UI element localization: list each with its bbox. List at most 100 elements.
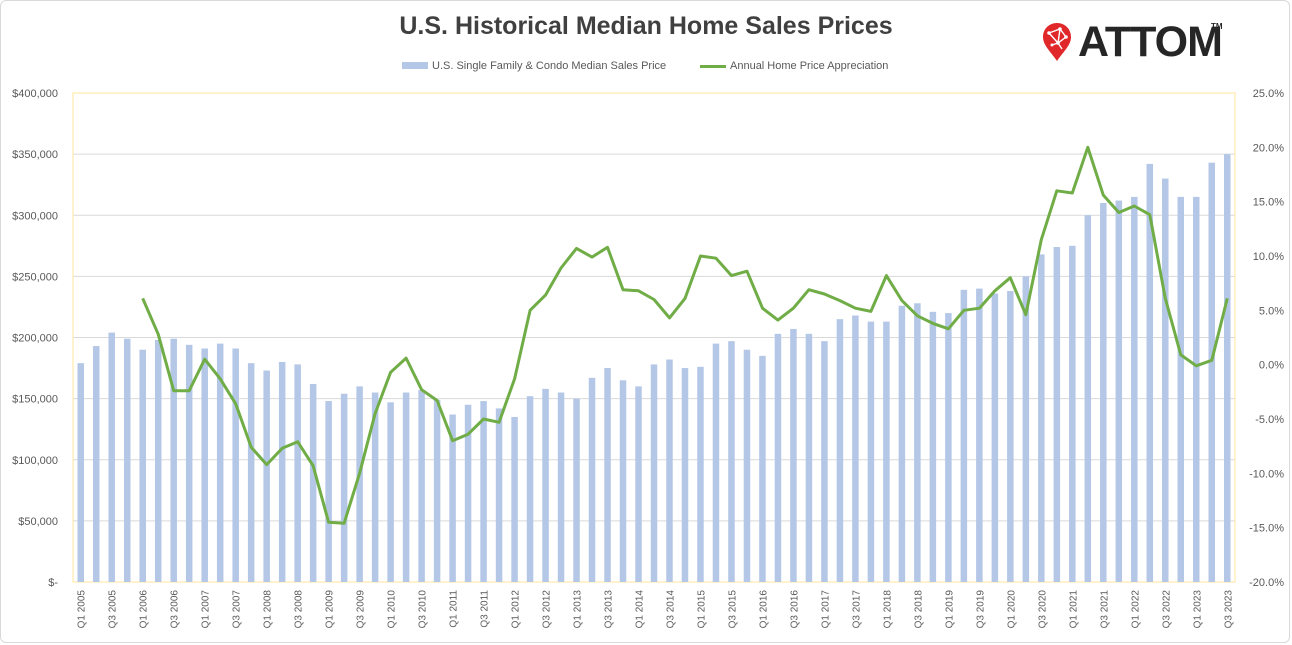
x-tick-label: Q1 2011 bbox=[449, 590, 460, 628]
bar bbox=[1022, 276, 1030, 582]
bar bbox=[418, 390, 425, 582]
y-axis-right: -20.0% -15.0% -10.0% -5.0% 0.0% 5.0% 10.0% 15.0… bbox=[1249, 88, 1284, 589]
bar bbox=[1162, 178, 1169, 582]
bar bbox=[309, 383, 317, 582]
bar bbox=[1084, 215, 1092, 582]
bar bbox=[325, 401, 332, 582]
y-right-tick-label: 10.0% bbox=[1253, 251, 1284, 263]
bar bbox=[666, 359, 673, 582]
bar bbox=[991, 293, 999, 582]
x-tick-label: Q3 2021 bbox=[1099, 590, 1110, 629]
x-tick-label: Q3 2008 bbox=[294, 590, 305, 629]
bar bbox=[263, 370, 270, 582]
y-right-tick-label: 0.0% bbox=[1259, 360, 1284, 372]
bar bbox=[123, 338, 131, 582]
bar bbox=[387, 402, 394, 582]
x-tick-label: Q3 2015 bbox=[727, 590, 738, 629]
x-tick-label: Q3 2009 bbox=[356, 590, 367, 629]
bar bbox=[604, 368, 611, 582]
bar bbox=[402, 392, 410, 582]
x-tick-label: Q1 2008 bbox=[263, 590, 274, 629]
bar bbox=[433, 399, 441, 582]
bar bbox=[139, 349, 146, 582]
bar bbox=[697, 366, 704, 582]
y-left-tick-label: $- bbox=[48, 577, 58, 589]
x-tick-label: Q3 2014 bbox=[665, 590, 676, 629]
bar bbox=[185, 344, 193, 582]
bar bbox=[1177, 196, 1185, 582]
x-tick-label: Q1 2017 bbox=[820, 590, 831, 629]
x-tick-label: Q3 2023 bbox=[1223, 590, 1234, 629]
bar bbox=[1069, 245, 1076, 582]
bar bbox=[92, 346, 100, 582]
bar bbox=[340, 393, 348, 582]
bar bbox=[929, 311, 937, 582]
bar bbox=[1038, 254, 1045, 582]
bar-series bbox=[77, 154, 1231, 582]
x-axis: Q1 2005 Q3 2005 Q1 2006 Q3 2006 Q1 2007 Q3 20… bbox=[77, 590, 1235, 629]
y-left-tick-label: $50,000 bbox=[18, 516, 58, 528]
bar bbox=[867, 321, 875, 582]
attom-logo: ATTOM TM bbox=[1040, 18, 1230, 66]
bar bbox=[1053, 247, 1061, 582]
bar bbox=[976, 288, 983, 582]
x-tick-label: Q3 2016 bbox=[789, 590, 800, 629]
bar bbox=[914, 303, 921, 582]
y-left-tick-label: $200,000 bbox=[12, 333, 58, 345]
bar bbox=[278, 361, 286, 582]
x-tick-label: Q3 2020 bbox=[1037, 590, 1048, 629]
y-axis-left: $- $50,000 $100,000 $150,000 $200,000 $250,00… bbox=[12, 88, 58, 589]
x-tick-label: Q1 2018 bbox=[882, 590, 893, 629]
legend-bar-swatch bbox=[402, 62, 428, 69]
x-tick-label: Q3 2010 bbox=[418, 590, 429, 629]
bar bbox=[883, 321, 890, 582]
bar bbox=[1007, 291, 1014, 582]
bar bbox=[495, 408, 503, 582]
x-tick-label: Q1 2022 bbox=[1130, 590, 1141, 629]
bar bbox=[557, 392, 565, 582]
y-right-tick-label: -10.0% bbox=[1249, 468, 1284, 480]
x-tick-label: Q1 2023 bbox=[1192, 590, 1203, 629]
attom-logo-icon bbox=[1043, 23, 1071, 61]
y-right-tick-label: -15.0% bbox=[1249, 523, 1284, 535]
bar bbox=[728, 341, 735, 582]
x-tick-label: Q3 2012 bbox=[542, 590, 553, 629]
x-tick-label: Q3 2019 bbox=[975, 590, 986, 629]
bar bbox=[1146, 163, 1154, 582]
bar bbox=[356, 386, 363, 582]
y-left-tick-label: $400,000 bbox=[12, 88, 58, 100]
y-left-tick-label: $150,000 bbox=[12, 394, 58, 406]
x-tick-label: Q1 2007 bbox=[201, 590, 212, 629]
bar bbox=[852, 315, 859, 582]
bar bbox=[821, 341, 828, 582]
bar bbox=[774, 333, 782, 582]
bar bbox=[294, 364, 301, 582]
y-left-tick-label: $250,000 bbox=[12, 271, 58, 283]
y-right-tick-label: 25.0% bbox=[1253, 88, 1284, 100]
bar bbox=[464, 404, 472, 582]
bar bbox=[898, 305, 906, 582]
x-tick-label: Q3 2007 bbox=[232, 590, 243, 629]
x-tick-label: Q3 2017 bbox=[851, 590, 862, 629]
x-tick-label: Q1 2012 bbox=[511, 590, 522, 629]
x-tick-label: Q1 2019 bbox=[944, 590, 955, 629]
x-tick-label: Q1 2010 bbox=[387, 590, 398, 629]
bar bbox=[154, 339, 162, 582]
x-tick-label: Q3 2013 bbox=[604, 590, 615, 629]
bar bbox=[232, 348, 239, 582]
bar bbox=[1115, 200, 1123, 582]
bar bbox=[526, 396, 534, 582]
bar bbox=[681, 368, 689, 582]
y-left-tick-label: $100,000 bbox=[12, 455, 58, 467]
x-tick-label: Q1 2009 bbox=[325, 590, 336, 629]
x-tick-label: Q3 2022 bbox=[1161, 590, 1172, 629]
bar bbox=[635, 386, 642, 582]
x-tick-label: Q3 2011 bbox=[480, 590, 491, 628]
chart-title: U.S. Historical Median Home Sales Prices bbox=[399, 12, 893, 40]
bar bbox=[743, 349, 751, 582]
legend-bar-label: U.S. Single Family & Condo Median Sales … bbox=[432, 60, 667, 72]
x-tick-label: Q1 2006 bbox=[139, 590, 150, 629]
x-tick-label: Q1 2016 bbox=[758, 590, 769, 629]
bar bbox=[542, 388, 549, 582]
